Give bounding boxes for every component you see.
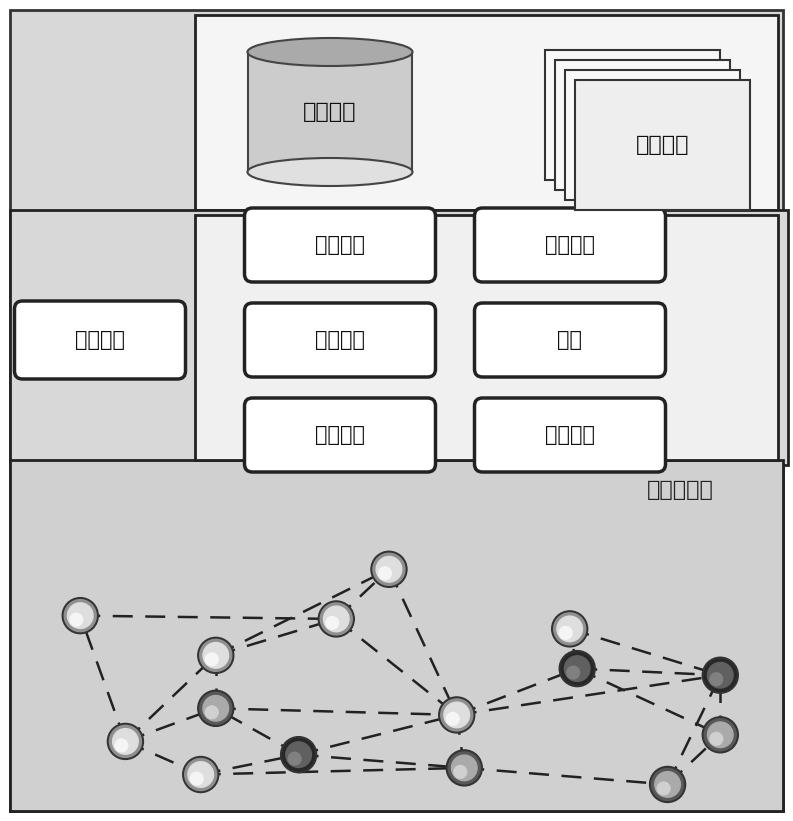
Circle shape	[107, 723, 144, 759]
Circle shape	[64, 599, 96, 631]
Circle shape	[707, 663, 733, 688]
Circle shape	[446, 750, 482, 786]
Circle shape	[559, 626, 572, 640]
Circle shape	[67, 603, 93, 628]
FancyBboxPatch shape	[244, 303, 435, 377]
Circle shape	[378, 566, 392, 580]
Circle shape	[649, 767, 686, 802]
Circle shape	[559, 650, 596, 686]
Text: 验证机制: 验证机制	[75, 330, 125, 350]
Circle shape	[567, 666, 580, 679]
Circle shape	[109, 726, 141, 758]
FancyBboxPatch shape	[10, 210, 788, 465]
Text: 交易数据: 交易数据	[303, 102, 357, 122]
Circle shape	[710, 732, 722, 745]
Circle shape	[62, 598, 98, 634]
Circle shape	[326, 617, 339, 630]
FancyBboxPatch shape	[555, 60, 730, 190]
FancyBboxPatch shape	[565, 70, 740, 200]
Text: 编码机制: 编码机制	[636, 135, 689, 155]
FancyBboxPatch shape	[195, 15, 778, 210]
Circle shape	[197, 690, 234, 727]
Circle shape	[448, 752, 481, 784]
Circle shape	[200, 692, 232, 724]
Circle shape	[190, 772, 203, 785]
Circle shape	[655, 772, 680, 797]
Circle shape	[188, 762, 213, 787]
Text: 共识机制: 共识机制	[545, 425, 595, 445]
Circle shape	[197, 637, 234, 673]
FancyBboxPatch shape	[195, 215, 778, 460]
Circle shape	[444, 702, 469, 727]
Circle shape	[70, 613, 82, 626]
Circle shape	[205, 706, 218, 718]
Ellipse shape	[247, 38, 412, 66]
Circle shape	[703, 658, 738, 693]
Text: 矿池: 矿池	[557, 330, 583, 350]
FancyBboxPatch shape	[14, 301, 186, 379]
Circle shape	[441, 699, 473, 731]
Text: 主链形成: 主链形成	[545, 235, 595, 255]
Circle shape	[565, 656, 590, 681]
FancyBboxPatch shape	[244, 398, 435, 472]
Circle shape	[113, 728, 138, 754]
FancyBboxPatch shape	[474, 303, 665, 377]
Circle shape	[185, 759, 216, 791]
FancyBboxPatch shape	[545, 50, 720, 180]
FancyBboxPatch shape	[244, 208, 435, 282]
Circle shape	[454, 765, 466, 778]
Bar	[247, 52, 412, 172]
Circle shape	[703, 717, 738, 753]
Ellipse shape	[247, 158, 412, 186]
Circle shape	[373, 553, 405, 585]
Circle shape	[200, 640, 232, 672]
Circle shape	[371, 551, 407, 587]
Circle shape	[324, 606, 349, 631]
Circle shape	[205, 653, 218, 666]
Circle shape	[439, 697, 475, 733]
Circle shape	[657, 782, 670, 795]
Circle shape	[203, 695, 228, 721]
Circle shape	[288, 752, 301, 765]
Circle shape	[451, 755, 477, 781]
FancyBboxPatch shape	[575, 80, 750, 210]
Circle shape	[115, 739, 128, 752]
Circle shape	[318, 601, 354, 637]
Circle shape	[182, 756, 219, 792]
FancyBboxPatch shape	[10, 460, 783, 811]
Circle shape	[281, 736, 316, 773]
Circle shape	[203, 643, 228, 668]
FancyBboxPatch shape	[10, 10, 783, 811]
FancyBboxPatch shape	[474, 208, 665, 282]
Text: 通信协议: 通信协议	[315, 330, 365, 350]
Circle shape	[710, 673, 722, 686]
Circle shape	[704, 719, 736, 750]
Circle shape	[561, 653, 593, 685]
Circle shape	[704, 659, 736, 691]
Circle shape	[446, 713, 459, 725]
Circle shape	[285, 742, 312, 768]
Circle shape	[320, 603, 352, 635]
Text: 区块链网络: 区块链网络	[646, 480, 714, 500]
Circle shape	[552, 611, 588, 647]
Circle shape	[376, 557, 402, 582]
Circle shape	[557, 616, 583, 642]
Circle shape	[282, 739, 315, 771]
Circle shape	[554, 613, 586, 644]
Text: 激励机制: 激励机制	[315, 425, 365, 445]
Text: 组网机制: 组网机制	[315, 235, 365, 255]
Circle shape	[707, 722, 733, 748]
FancyBboxPatch shape	[474, 398, 665, 472]
Circle shape	[652, 768, 684, 800]
